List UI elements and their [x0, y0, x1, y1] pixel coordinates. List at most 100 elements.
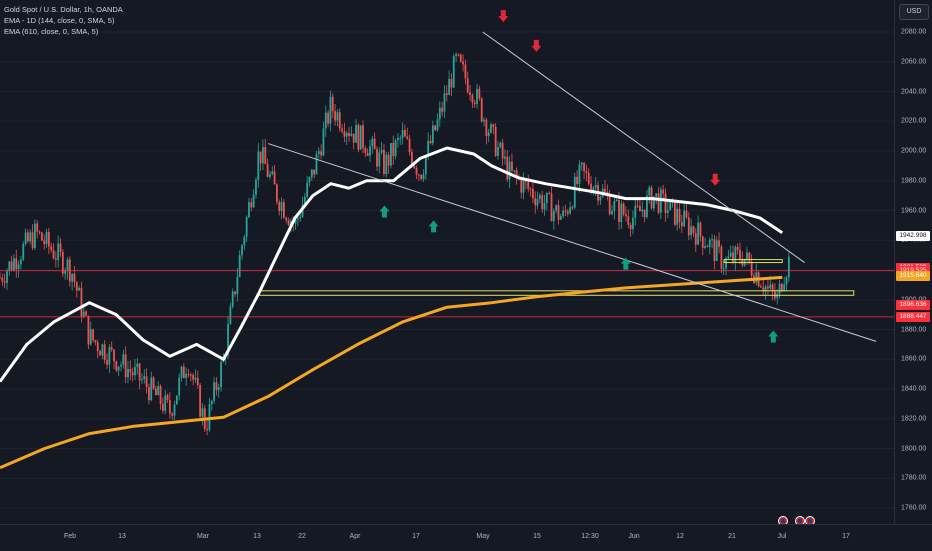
arrow-up-icon[interactable] — [379, 205, 390, 218]
price-chart[interactable] — [0, 0, 894, 524]
symbol-title[interactable]: Gold Spot / U.S. Dollar, 1h, OANDA — [4, 5, 123, 14]
candle-body — [480, 98, 483, 122]
candle-body — [350, 133, 353, 136]
time-tick-label: 12 — [676, 533, 684, 540]
candle-body — [303, 196, 306, 205]
candle-body — [494, 126, 497, 156]
candle-body — [80, 287, 83, 317]
candle-body — [217, 387, 220, 391]
candle-body — [669, 200, 672, 211]
candle-body — [124, 354, 127, 378]
arrow-up-icon[interactable] — [428, 220, 439, 233]
candle-body — [585, 171, 588, 173]
ema-610-legend[interactable]: EMA (610, close, 0, SMA, 5) — [4, 27, 99, 36]
chart-area[interactable]: Gold Spot / U.S. Dollar, 1h, OANDA EMA -… — [0, 0, 894, 526]
time-scale[interactable]: Feb 13 Mar 13 22 Apr 17 May 15 12:30 Jun 12 21 Jul 17 — [0, 524, 932, 551]
candle-body — [534, 198, 537, 206]
candle-body — [550, 193, 553, 222]
candle-body — [513, 170, 516, 172]
candle-body — [78, 287, 81, 291]
time-tick-label: 13 — [118, 533, 126, 540]
arrow-up-icon[interactable] — [620, 257, 631, 270]
candle-body — [599, 196, 602, 201]
candle-body — [64, 271, 67, 274]
candle-body — [22, 243, 25, 260]
price-scale[interactable]: USD 1760.00 1780.00 1800.00 1820.00 1840.00 1… — [894, 0, 932, 524]
candle-body — [0, 277, 1, 279]
candle-body — [185, 373, 188, 379]
ema-144-legend[interactable]: EMA - 1D (144, close, 0, SMA, 5) — [4, 16, 115, 25]
price-badge[interactable]: 1896.636 — [896, 299, 930, 310]
currency-button[interactable]: USD — [899, 4, 929, 20]
candle-body — [3, 281, 6, 283]
candle-body — [727, 256, 730, 259]
time-tick-label: 22 — [298, 533, 306, 540]
candle-body — [529, 188, 532, 190]
candle-body — [594, 185, 597, 188]
candle-body — [713, 239, 716, 261]
candle-body — [627, 216, 630, 225]
candle-body — [294, 219, 297, 224]
candle-body — [220, 361, 222, 388]
candle-body — [680, 221, 683, 227]
candle-body — [466, 78, 469, 93]
arrow-down-icon[interactable] — [498, 10, 509, 23]
candle-body — [611, 210, 613, 215]
candle-body — [664, 193, 667, 213]
arrow-down-icon[interactable] — [710, 173, 721, 186]
candle-body — [613, 201, 616, 211]
arrow-up-icon[interactable] — [768, 330, 779, 343]
candle-body — [376, 149, 378, 167]
candle-body — [264, 146, 267, 165]
candle-body — [487, 132, 490, 137]
time-tick-label: Apr — [349, 533, 361, 540]
time-tick-label: May — [476, 533, 490, 540]
candle-body — [6, 271, 8, 283]
candle-body — [89, 329, 92, 345]
candle-body — [701, 236, 704, 248]
candle-body — [699, 222, 702, 237]
candle-body — [259, 151, 262, 164]
price-badge[interactable]: 1942.998 — [896, 230, 930, 241]
candle-body — [280, 202, 283, 211]
candle-body — [289, 220, 292, 225]
candle-body — [543, 203, 546, 210]
candle-body — [739, 249, 741, 260]
candle-body — [92, 329, 94, 341]
candle-body — [43, 240, 46, 244]
candle-body — [692, 226, 695, 234]
candle-body — [141, 379, 143, 381]
candle-body — [441, 107, 444, 112]
candle-body — [639, 206, 641, 212]
price-tick-label: 1880.00 — [901, 326, 927, 333]
candle-body — [760, 286, 762, 288]
price-tick-label: 1780.00 — [901, 474, 927, 482]
ema-610-line[interactable] — [0, 275, 783, 470]
candle-body — [1, 277, 4, 282]
support-zone[interactable] — [723, 259, 783, 264]
price-badge[interactable]: 1919.525 — [896, 265, 930, 276]
ema-144-line[interactable] — [0, 146, 784, 383]
candle-body — [196, 377, 199, 385]
candle-body — [150, 377, 153, 401]
candle-body — [725, 258, 727, 269]
trendline[interactable] — [268, 143, 877, 342]
trendline[interactable] — [482, 31, 805, 263]
price-badge[interactable]: 1888.447 — [896, 311, 930, 322]
candle-body — [764, 286, 767, 292]
candle-body — [655, 193, 658, 197]
candle-body — [383, 149, 385, 174]
price-badge[interactable]: 1915.640 — [896, 271, 930, 282]
candle-body — [189, 374, 192, 376]
arrow-down-icon[interactable] — [531, 39, 542, 52]
candle-body — [422, 174, 425, 180]
candle-body — [8, 261, 11, 272]
price-tick-label: 1760.00 — [901, 504, 927, 512]
candle-body — [243, 236, 246, 246]
candle-body — [448, 78, 451, 95]
candle-body — [157, 386, 160, 396]
candle-body — [683, 210, 686, 227]
candle-body — [122, 354, 125, 365]
candle-body — [36, 223, 39, 232]
candle-body — [108, 347, 111, 365]
